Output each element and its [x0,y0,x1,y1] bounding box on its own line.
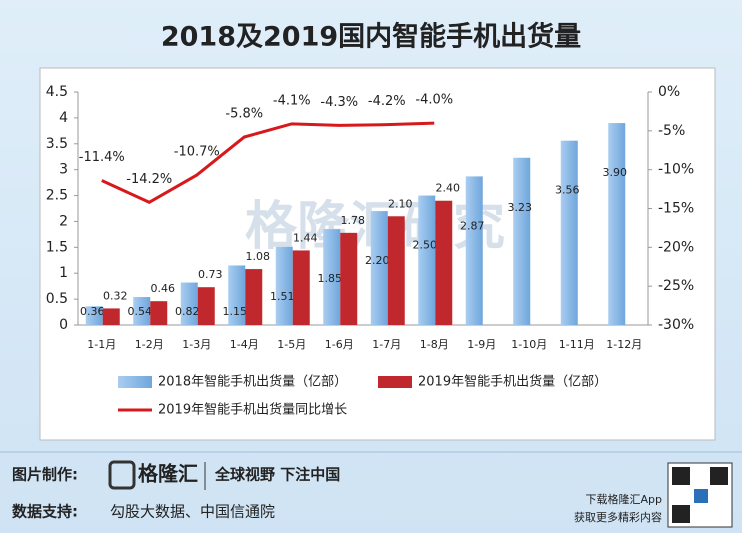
y-tick-label: 3.5 [46,136,68,152]
y-tick-label: 2.5 [46,188,68,204]
bar [435,200,453,325]
data-label: 0.54 [128,305,153,318]
data-label: 2.10 [388,197,413,210]
logo-icon [108,460,136,490]
bar [387,216,405,325]
data-label: 0.73 [198,268,223,281]
y2-tick-label: -15% [658,201,694,217]
slogan: 全球视野 下注中国 [214,466,340,484]
legend-swatch [118,376,152,388]
line-label: -11.4% [79,150,125,165]
y-tick-label: 1.5 [46,239,68,255]
line-label: -5.8% [225,107,263,122]
data-label: 2.20 [365,254,390,267]
source: 勾股大数据、中国信通院 [110,503,275,521]
line-label: -4.3% [320,95,358,110]
legend-swatch [378,376,412,388]
bar [465,176,483,325]
bar [292,250,310,325]
data-label: 1.15 [223,305,248,318]
x-tick-label: 1-6月 [325,338,354,351]
data-label: 1.85 [318,272,343,285]
x-tick-label: 1-9月 [467,338,496,351]
y2-tick-label: -25% [658,278,694,294]
bar [418,195,436,325]
data-label: 3.23 [508,201,533,214]
bar [275,246,293,325]
x-tick-label: 1-2月 [135,338,164,351]
x-tick-label: 1-4月 [230,338,259,351]
qr-block [672,505,690,523]
data-label: 0.46 [151,282,176,295]
qr-block [710,467,728,485]
data-label: 2.50 [413,239,438,252]
bar [323,229,341,325]
data-label: 2.87 [460,219,485,232]
source-label: 数据支持: [12,503,78,521]
x-tick-label: 1-12月 [606,338,642,351]
data-label: 1.78 [341,214,366,227]
line-label: -4.2% [368,94,406,109]
bar [560,140,578,325]
y-tick-label: 4.5 [46,84,68,100]
x-tick-label: 1-10月 [511,338,547,351]
qr-logo [694,489,708,503]
legend-label: 2019年智能手机出货量同比增长 [158,402,347,418]
y2-tick-label: -5% [658,123,685,139]
data-label: 0.32 [103,289,128,302]
bar [150,301,168,325]
y-tick-label: 2 [59,213,68,229]
line-label: -4.0% [415,93,453,108]
data-label: 3.90 [603,166,628,179]
legend-label: 2019年智能手机出货量（亿部） [418,374,607,390]
app-line1: 下载格隆汇App [586,492,663,506]
data-label: 0.82 [175,305,200,318]
bar [245,269,263,325]
x-tick-label: 1-11月 [559,338,595,351]
x-tick-label: 1-1月 [87,338,116,351]
made-by-label: 图片制作: [12,466,78,484]
brand: 格隆汇 [138,462,198,486]
data-label: 0.36 [80,305,105,318]
data-label: 1.44 [293,231,318,244]
y-tick-label: 0.5 [46,291,68,307]
y2-tick-label: -30% [658,317,694,333]
app-line2: 获取更多精彩内容 [574,510,662,524]
bar [340,232,358,325]
x-tick-label: 1-5月 [277,338,306,351]
y-tick-label: 0 [59,317,68,333]
bar [370,211,388,325]
bar [228,265,246,325]
line-label: -14.2% [126,172,172,187]
bar [513,157,531,325]
y2-tick-label: -10% [658,162,694,178]
data-label: 2.40 [436,182,461,195]
line-label: -4.1% [273,93,311,108]
y2-tick-label: -20% [658,239,694,255]
x-tick-label: 1-8月 [420,338,449,351]
y2-tick-label: 0% [658,84,680,100]
legend-label: 2018年智能手机出货量（亿部） [158,374,347,390]
bar [133,297,151,325]
data-label: 3.56 [555,184,580,197]
data-label: 1.08 [246,250,271,263]
x-tick-label: 1-7月 [372,338,401,351]
bar [102,308,120,325]
qr-block [672,467,690,485]
data-label: 1.51 [270,290,295,303]
y-tick-label: 1 [59,265,68,281]
y-tick-label: 4 [59,110,68,126]
growth-line [101,121,435,204]
bar [85,306,103,325]
bar [180,282,198,325]
chart-title: 2018及2019国内智能手机出货量 [161,21,581,53]
bar [608,123,626,325]
y-tick-label: 3 [59,162,68,178]
line-label: -10.7% [174,145,220,160]
bar [197,287,215,325]
x-tick-label: 1-3月 [182,338,211,351]
